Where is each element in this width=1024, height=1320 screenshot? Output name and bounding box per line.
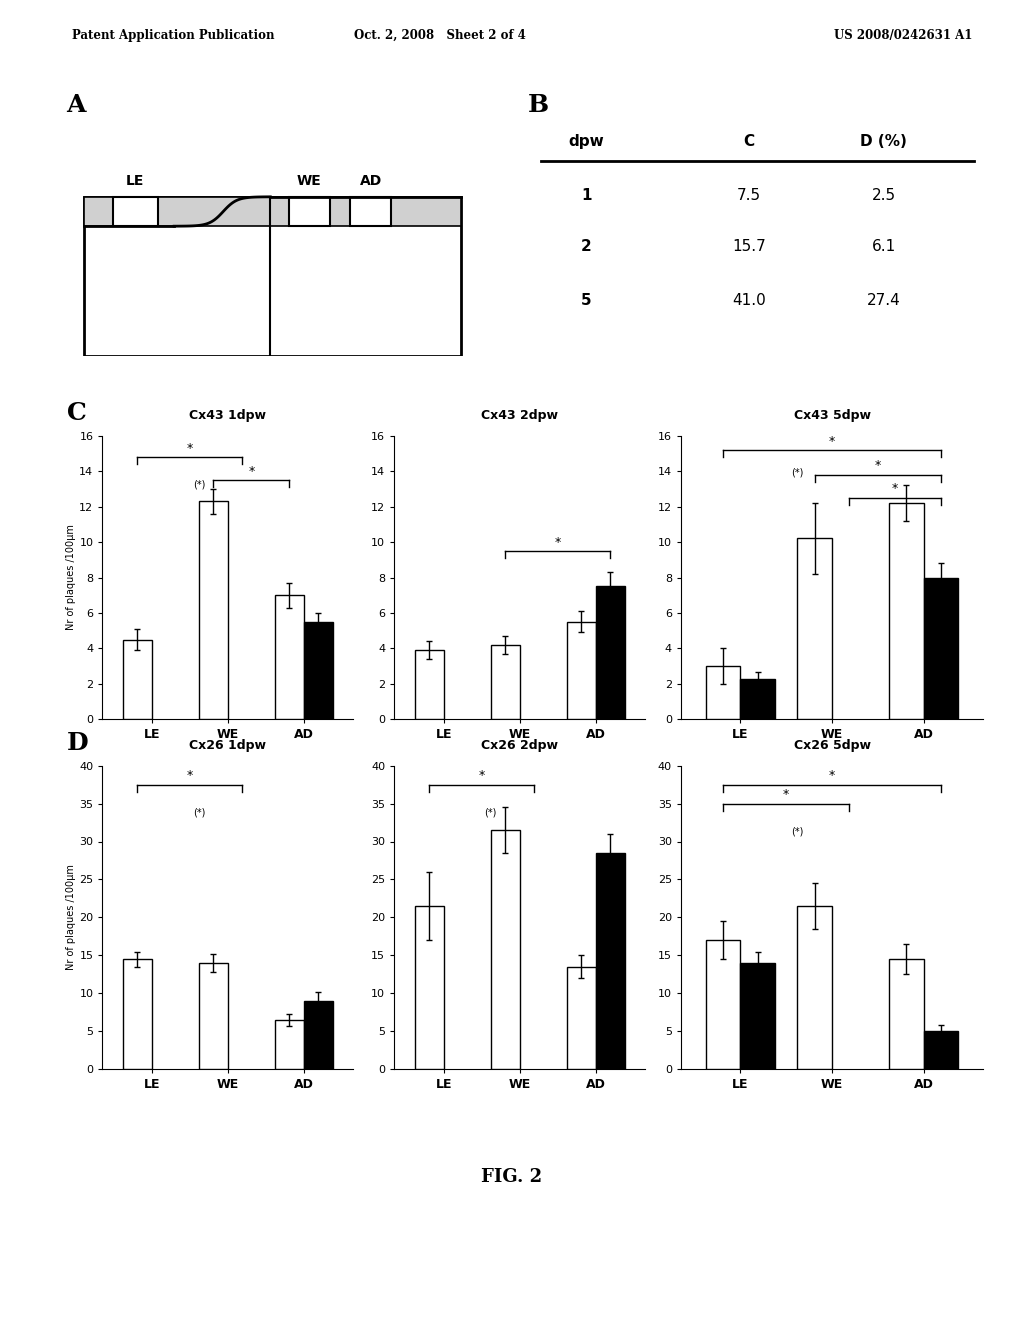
Title: Cx26 2dpw: Cx26 2dpw <box>481 739 558 752</box>
Bar <box>889 960 924 1069</box>
Y-axis label: Nr of plaques /100μm: Nr of plaques /100μm <box>67 524 77 631</box>
Bar <box>123 640 152 719</box>
Text: *: * <box>874 459 881 473</box>
Text: *: * <box>186 770 193 783</box>
Bar <box>924 578 958 719</box>
Text: (*): (*) <box>791 467 804 478</box>
Bar <box>304 622 333 719</box>
Bar <box>275 1020 304 1069</box>
Text: US 2008/0242631 A1: US 2008/0242631 A1 <box>835 29 973 42</box>
Text: *: * <box>783 788 790 801</box>
Text: B: B <box>527 94 549 117</box>
Bar <box>567 622 596 719</box>
Bar <box>415 651 443 719</box>
Bar <box>84 197 461 356</box>
Bar <box>304 1001 333 1069</box>
Bar <box>596 853 625 1069</box>
Text: FIG. 2: FIG. 2 <box>481 1168 543 1187</box>
Title: Cx26 5dpw: Cx26 5dpw <box>794 739 870 752</box>
Bar <box>798 906 831 1069</box>
Bar <box>289 197 330 226</box>
Bar <box>199 502 227 719</box>
Text: 15.7: 15.7 <box>732 239 766 253</box>
Bar <box>490 830 520 1069</box>
Text: 5: 5 <box>582 293 592 309</box>
Bar <box>567 966 596 1069</box>
Text: (*): (*) <box>791 826 804 837</box>
Bar <box>740 964 775 1069</box>
Text: C: C <box>743 133 755 149</box>
Text: 6.1: 6.1 <box>871 239 896 253</box>
Bar <box>113 197 158 226</box>
Bar <box>350 197 391 226</box>
Text: *: * <box>892 482 898 495</box>
Bar <box>84 197 461 226</box>
Text: 1: 1 <box>582 189 592 203</box>
Text: 41.0: 41.0 <box>732 293 766 309</box>
Bar <box>924 1031 958 1069</box>
Bar <box>706 667 740 719</box>
Bar <box>706 940 740 1069</box>
Text: A: A <box>67 94 86 117</box>
Text: D (%): D (%) <box>860 133 907 149</box>
Text: *: * <box>248 465 255 478</box>
Bar <box>123 960 152 1069</box>
Text: 7.5: 7.5 <box>736 189 761 203</box>
Y-axis label: Nr of plaques /100μm: Nr of plaques /100μm <box>67 865 77 970</box>
Text: AD: AD <box>359 174 382 189</box>
Text: *: * <box>478 770 484 783</box>
Bar <box>798 539 831 719</box>
Text: WE: WE <box>297 174 322 189</box>
Text: *: * <box>828 434 836 447</box>
Bar <box>740 678 775 719</box>
Text: 2: 2 <box>582 239 592 253</box>
Text: Patent Application Publication: Patent Application Publication <box>72 29 274 42</box>
Text: *: * <box>555 536 561 549</box>
Text: LE: LE <box>126 174 144 189</box>
Text: 27.4: 27.4 <box>867 293 901 309</box>
Bar <box>889 503 924 719</box>
Text: C: C <box>67 401 86 425</box>
Text: Oct. 2, 2008   Sheet 2 of 4: Oct. 2, 2008 Sheet 2 of 4 <box>354 29 526 42</box>
Bar <box>199 964 227 1069</box>
Text: *: * <box>186 442 193 454</box>
Text: *: * <box>828 770 836 783</box>
Bar <box>415 906 443 1069</box>
Text: dpw: dpw <box>568 133 604 149</box>
Bar <box>275 595 304 719</box>
Text: 2.5: 2.5 <box>871 189 896 203</box>
Text: D: D <box>67 731 88 755</box>
Title: Cx26 1dpw: Cx26 1dpw <box>189 739 266 752</box>
Bar <box>490 645 520 719</box>
Text: (*): (*) <box>484 808 497 817</box>
Title: Cx43 2dpw: Cx43 2dpw <box>481 409 558 422</box>
Bar <box>596 586 625 719</box>
Title: Cx43 1dpw: Cx43 1dpw <box>189 409 266 422</box>
Text: (*): (*) <box>193 480 205 490</box>
Title: Cx43 5dpw: Cx43 5dpw <box>794 409 870 422</box>
Text: (*): (*) <box>193 808 205 817</box>
